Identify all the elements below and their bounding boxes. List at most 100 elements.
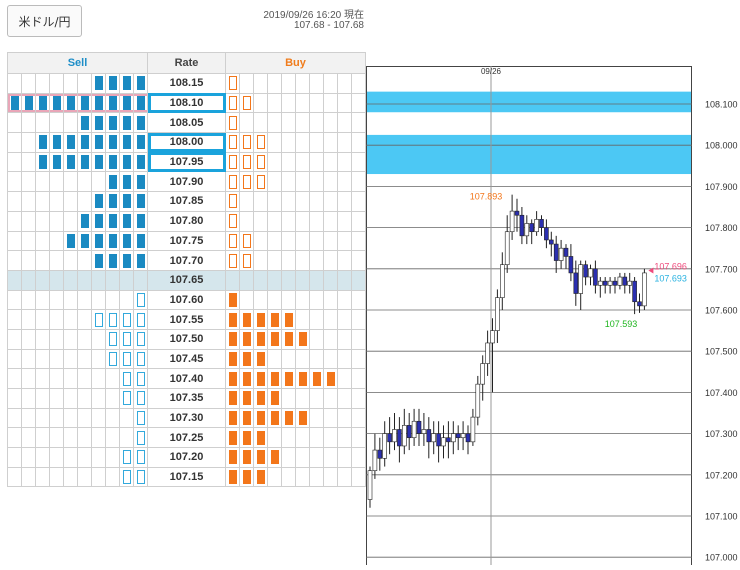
sell-cell — [49, 210, 64, 232]
buy-cell — [295, 132, 310, 153]
sell-cell — [63, 466, 78, 488]
buy-cell — [239, 191, 254, 212]
sell-cell — [91, 250, 106, 271]
buy-cell — [253, 112, 268, 134]
order-book-row: 107.35 — [7, 388, 366, 409]
buy-cell — [309, 368, 324, 389]
buy-volume-block — [298, 411, 307, 426]
buy-cell — [323, 348, 338, 370]
buy-cell — [239, 269, 254, 291]
buy-cell — [323, 151, 338, 173]
sell-cell — [63, 309, 78, 330]
candle-body — [539, 219, 544, 228]
buy-volume-block — [228, 391, 237, 406]
buy-cell — [351, 132, 366, 153]
buy-cell — [351, 92, 366, 114]
buy-cell — [281, 132, 296, 153]
buy-column-header: Buy — [225, 52, 366, 74]
sell-volume-block — [136, 391, 145, 406]
buy-cell — [337, 151, 352, 173]
buy-cell — [337, 250, 352, 271]
sell-volume-block — [122, 96, 131, 111]
order-book-row: 108.15 — [7, 73, 366, 94]
sell-volume-block — [108, 312, 117, 327]
sell-cell — [77, 368, 92, 389]
sell-volume-block — [136, 115, 145, 130]
sell-volume-block — [66, 233, 75, 248]
sell-cell — [49, 191, 64, 212]
sell-cell — [63, 269, 78, 291]
buy-cell — [225, 132, 240, 153]
candle-body — [495, 297, 500, 331]
buy-cell — [225, 407, 240, 429]
buy-cell — [323, 92, 338, 114]
sell-volume-block — [122, 174, 131, 189]
buy-cell — [295, 210, 310, 232]
buy-cell — [253, 407, 268, 429]
sell-cell — [35, 388, 50, 409]
sell-cell — [49, 73, 64, 94]
sell-cell — [7, 466, 22, 488]
sell-cell — [7, 269, 22, 291]
candle-body — [387, 433, 392, 443]
buy-cell — [281, 407, 296, 429]
sell-cell — [119, 210, 134, 232]
sell-cell — [133, 230, 148, 252]
currency-pair-button[interactable]: 米ドル/円 — [7, 5, 82, 37]
sell-volume-block — [122, 194, 131, 209]
buy-cell — [351, 368, 366, 389]
sell-cell — [63, 407, 78, 429]
sell-cell — [21, 269, 36, 291]
buy-cell — [351, 73, 366, 94]
sell-cell — [7, 171, 22, 193]
sell-cell — [119, 132, 134, 153]
order-book-row: 107.95 — [7, 151, 366, 173]
buy-volume-block — [270, 391, 279, 406]
sell-cell — [133, 92, 148, 114]
order-book-row: 107.30 — [7, 407, 366, 429]
buy-cell — [323, 289, 338, 311]
sell-cell — [7, 151, 22, 173]
sell-cell — [119, 348, 134, 370]
sell-volume-block — [136, 411, 145, 426]
buy-cell — [225, 289, 240, 311]
rate-cell: 107.95 — [147, 151, 226, 173]
buy-cell — [225, 466, 240, 488]
sell-cell — [91, 210, 106, 232]
buy-volume-block — [228, 351, 237, 366]
candle-body — [377, 449, 383, 459]
candle-body — [617, 276, 623, 286]
current-price-marker — [648, 267, 654, 274]
buy-cell — [323, 309, 338, 330]
buy-cell — [323, 269, 338, 291]
buy-cell — [281, 151, 296, 173]
buy-cell — [267, 269, 282, 291]
buy-cell — [253, 230, 268, 252]
candle-body — [421, 429, 427, 434]
sell-cell — [21, 132, 36, 153]
sell-cell — [77, 230, 92, 252]
buy-cell — [323, 368, 338, 389]
rate-cell: 107.45 — [147, 348, 226, 370]
sell-cell — [105, 368, 120, 389]
buy-cell — [239, 210, 254, 232]
y-tick-label: 107.000 — [705, 553, 738, 563]
buy-cell — [295, 368, 310, 389]
buy-cell — [239, 328, 254, 350]
sell-cell — [105, 250, 120, 271]
buy-cell — [225, 348, 240, 370]
sell-cell — [21, 309, 36, 330]
candle-body — [490, 330, 495, 344]
candle-body — [416, 420, 422, 434]
buy-cell — [225, 328, 240, 350]
sell-cell — [91, 289, 106, 311]
sell-cell — [91, 328, 106, 350]
annotation-low: 107.593 — [605, 319, 638, 329]
sell-volume-block — [122, 450, 131, 465]
buy-cell — [351, 171, 366, 193]
candle-body — [431, 433, 436, 443]
candle-body — [500, 264, 505, 298]
sell-cell — [21, 348, 36, 370]
order-book-row: 108.00 — [7, 132, 366, 153]
buy-cell — [239, 466, 254, 488]
